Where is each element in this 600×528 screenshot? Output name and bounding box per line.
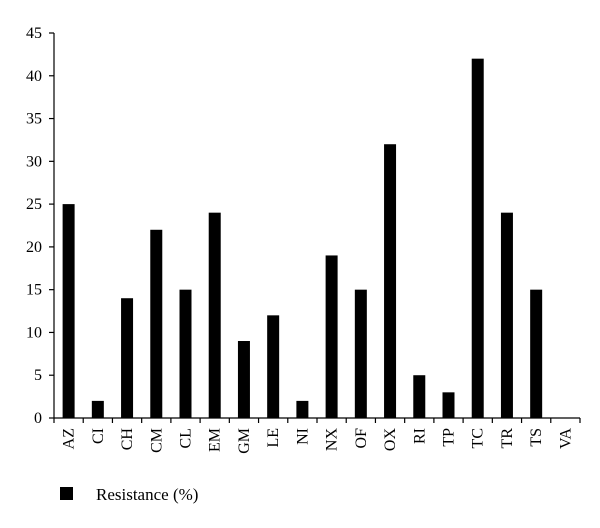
legend: Resistance (%) — [60, 485, 198, 504]
y-axis: 0 5 10 15 20 25 30 35 40 45 — [26, 25, 55, 427]
x-tick-label: LE — [265, 428, 282, 448]
legend-swatch — [60, 487, 73, 500]
y-tick-label: 15 — [26, 282, 42, 299]
x-tick-label: NI — [294, 428, 311, 445]
y-tick-label: 10 — [26, 324, 42, 341]
bar-ox — [384, 144, 397, 418]
y-tick-label: 25 — [26, 196, 42, 213]
x-tick-label: VA — [557, 428, 574, 449]
bar-nx — [325, 255, 338, 418]
legend-label: Resistance (%) — [96, 485, 198, 504]
x-tick-label: GM — [236, 428, 253, 454]
x-tick-label: CM — [148, 428, 165, 453]
y-tick-label: 35 — [26, 111, 42, 128]
bar-of — [354, 289, 367, 418]
bar-cl — [179, 289, 192, 418]
bar-ri — [413, 375, 426, 418]
x-tick-label: TP — [441, 428, 458, 447]
bar-em — [208, 212, 221, 418]
y-tick-label: 40 — [26, 68, 42, 85]
bar-cm — [150, 229, 163, 418]
y-tick-label: 20 — [26, 239, 42, 256]
x-tick-label: CH — [119, 428, 136, 451]
bar-ni — [296, 400, 309, 418]
bar-ch — [121, 298, 134, 418]
y-tick-label: 5 — [34, 367, 42, 384]
x-tick-label: AZ — [61, 428, 78, 449]
x-tick-label: TS — [528, 428, 545, 447]
bar-gm — [237, 341, 250, 418]
bar-ts — [530, 289, 543, 418]
x-tick-label: OF — [353, 428, 370, 449]
x-tick-label: OX — [382, 428, 399, 452]
x-tick-label: TR — [499, 428, 516, 449]
x-tick-label: RI — [411, 428, 428, 444]
x-tick-label: CL — [178, 428, 195, 448]
y-tick-label: 0 — [34, 410, 42, 427]
bars — [62, 58, 543, 419]
x-axis: AZ CI CH CM CL EM GM LE NI NX OF OX RI TP TC TR TS VA — [53, 417, 581, 454]
y-tick-label: 45 — [26, 25, 42, 42]
bar-tc — [471, 58, 484, 419]
bar-az — [62, 204, 75, 418]
x-tick-label: CI — [90, 428, 107, 444]
x-tick-label: TC — [470, 428, 487, 448]
bar-ci — [91, 400, 104, 418]
x-tick-label: NX — [324, 428, 341, 452]
bar-le — [267, 315, 280, 418]
bar-tp — [442, 392, 455, 418]
bar-tr — [500, 212, 513, 418]
x-tick-label: EM — [207, 428, 224, 452]
y-tick-label: 30 — [26, 153, 42, 170]
